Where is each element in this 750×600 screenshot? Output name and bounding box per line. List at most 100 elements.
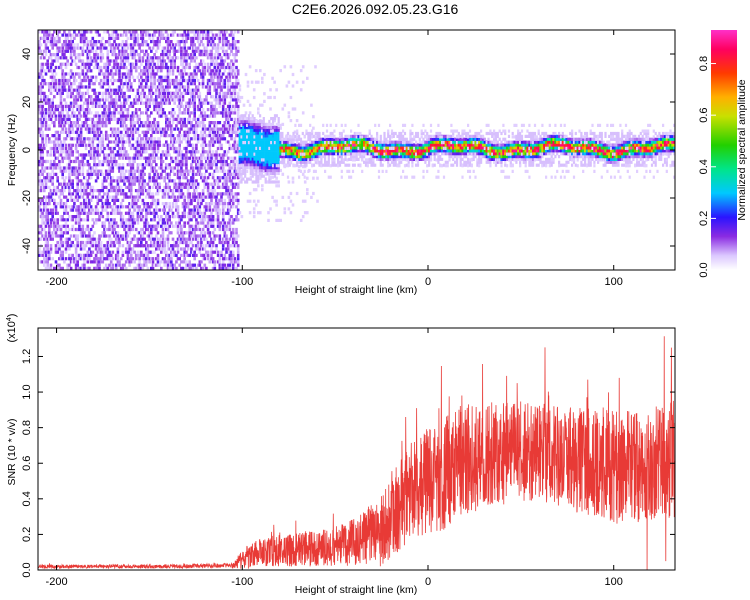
spectrogram-cell bbox=[44, 137, 48, 141]
spectrogram-cell bbox=[133, 98, 136, 102]
spectrogram-cell bbox=[39, 88, 43, 92]
spectrogram-cell bbox=[220, 202, 223, 206]
spectrogram-cell bbox=[158, 91, 161, 95]
spectrogram-cell bbox=[267, 211, 270, 215]
spectrogram-cell bbox=[56, 56, 59, 60]
spectrogram-cell bbox=[43, 263, 46, 267]
spectrogram-cell bbox=[103, 108, 106, 112]
spectrogram-cell bbox=[198, 166, 202, 170]
spectrogram-cell bbox=[104, 111, 108, 115]
spectrogram-cell bbox=[61, 159, 64, 164]
spectrogram-cell bbox=[188, 202, 191, 206]
spectrogram-cell bbox=[161, 221, 165, 225]
spectrogram-cell bbox=[101, 185, 105, 189]
spectrogram-cell bbox=[185, 91, 188, 95]
spectrogram-cell bbox=[73, 101, 76, 105]
spectrogram-cell bbox=[46, 153, 49, 157]
spectrogram-cell bbox=[76, 240, 79, 245]
spectrogram-cell bbox=[118, 117, 121, 121]
spectrogram-cell bbox=[76, 176, 79, 180]
spectrogram-cell bbox=[66, 218, 69, 222]
spectrogram-cell bbox=[218, 95, 222, 99]
spectrogram-cell bbox=[143, 237, 146, 241]
spectrogram-cell bbox=[228, 33, 232, 37]
spectrogram-cell bbox=[131, 257, 135, 261]
spectrogram-cell bbox=[68, 30, 71, 34]
spectrogram-cell bbox=[155, 227, 158, 232]
spectrogram-cell bbox=[166, 33, 170, 37]
spectrogram-cell bbox=[143, 253, 146, 257]
spectrogram-cell bbox=[48, 224, 51, 228]
spectrogram-cell bbox=[61, 234, 64, 238]
spectrogram-cell bbox=[88, 62, 91, 66]
spectrogram-cell bbox=[109, 211, 113, 215]
spectrogram-cell bbox=[129, 189, 133, 193]
spectrogram-cell bbox=[48, 104, 51, 108]
spectrogram-cell bbox=[79, 179, 83, 183]
spectrogram-cell bbox=[79, 91, 83, 95]
spectrogram-cell bbox=[193, 253, 196, 257]
spectrogram-cell bbox=[101, 250, 105, 254]
spectrogram-cell bbox=[221, 85, 225, 89]
spectrogram-cell bbox=[233, 127, 237, 131]
spectrogram-cell bbox=[138, 172, 141, 176]
spectrogram-cell bbox=[252, 211, 256, 215]
spectrogram-cell bbox=[143, 30, 146, 34]
spectrogram-cell bbox=[109, 140, 113, 144]
spectrogram-cell bbox=[273, 80, 276, 84]
spectrogram-cell bbox=[173, 182, 176, 186]
spectrogram-cell bbox=[208, 150, 212, 154]
spectrogram-cell bbox=[109, 218, 113, 222]
spectrogram-cell bbox=[116, 250, 120, 254]
spectrogram-cell bbox=[39, 104, 43, 108]
spectrogram-cell bbox=[175, 159, 178, 164]
spectrogram-cell bbox=[56, 137, 59, 141]
spectrogram-cell bbox=[221, 40, 225, 44]
spectrogram-cell bbox=[146, 205, 150, 209]
spectrogram-cell bbox=[59, 215, 63, 219]
spectrogram-cell bbox=[81, 69, 85, 73]
spectrogram-cell bbox=[185, 130, 188, 134]
spectrogram-cell bbox=[89, 250, 93, 254]
spectrogram-cell bbox=[141, 192, 145, 196]
spectrogram-cell bbox=[136, 127, 140, 131]
spectrogram-cell bbox=[175, 91, 178, 95]
spectrogram-cell bbox=[39, 202, 43, 206]
spectrogram-cell bbox=[133, 146, 136, 151]
spectrogram-cell bbox=[236, 108, 240, 112]
spectrogram-cell bbox=[180, 124, 183, 128]
spectrogram-cell bbox=[103, 72, 106, 76]
spectrogram-cell bbox=[225, 130, 228, 134]
spectrogram-cell bbox=[113, 189, 116, 193]
spectrogram-cell bbox=[106, 82, 110, 86]
spectrogram-cell bbox=[206, 253, 210, 257]
spectrogram-cell bbox=[101, 134, 105, 138]
spectrogram-cell bbox=[186, 221, 190, 225]
spectrogram-cell bbox=[58, 78, 61, 83]
spectrogram-cell bbox=[273, 95, 276, 100]
spectrogram-cell bbox=[59, 117, 63, 121]
spectrogram-cell bbox=[141, 30, 145, 34]
spectrogram-cell bbox=[94, 98, 98, 102]
spectrogram-cell bbox=[98, 82, 101, 86]
spectrogram-cell bbox=[185, 237, 188, 241]
spectrogram-cell bbox=[138, 185, 141, 189]
spectrogram-cell bbox=[231, 62, 235, 66]
spectrogram-cell bbox=[191, 211, 195, 215]
spectrogram-cell bbox=[79, 65, 83, 70]
spectrogram-cell bbox=[211, 185, 215, 189]
spectrogram-cell bbox=[86, 169, 90, 173]
spectrogram-cell bbox=[165, 117, 168, 121]
spectrogram-cell bbox=[146, 59, 150, 63]
spectrogram-cell bbox=[126, 82, 130, 86]
spectrogram-cell bbox=[136, 221, 140, 225]
spectrogram-cell bbox=[161, 195, 165, 199]
spectrogram-cell bbox=[156, 198, 160, 202]
spectrogram-cell bbox=[61, 43, 64, 47]
spectrogram-cell bbox=[136, 143, 140, 147]
spectrogram-cell bbox=[223, 36, 227, 40]
spectrogram-cell bbox=[89, 260, 93, 264]
spectrogram-cell bbox=[230, 117, 233, 121]
spectrogram-cell bbox=[165, 205, 168, 209]
spectrogram-cell bbox=[236, 260, 240, 264]
